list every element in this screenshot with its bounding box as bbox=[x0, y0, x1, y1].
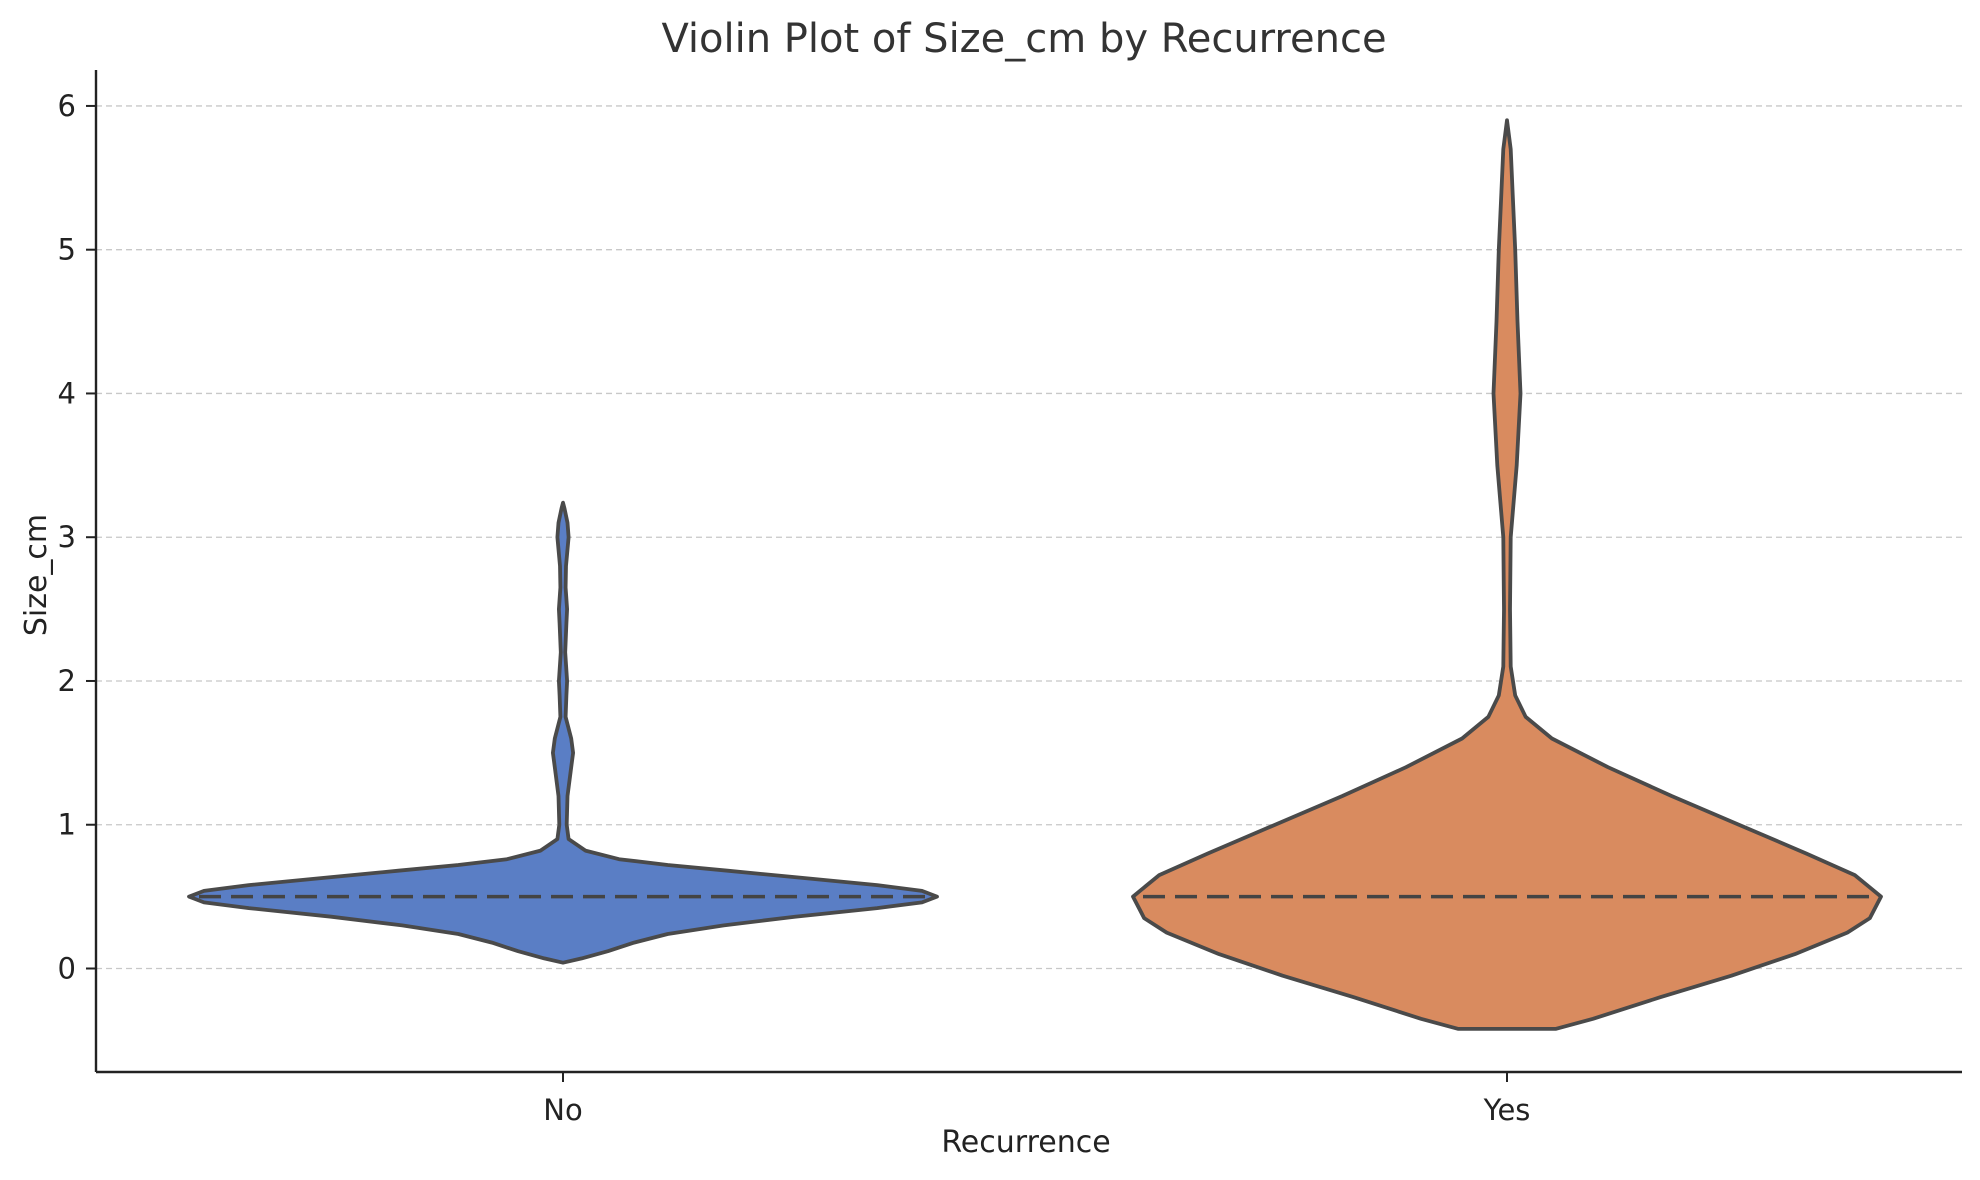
x-tick-label-yes: Yes bbox=[1483, 1093, 1531, 1127]
chart-title: Violin Plot of Size_cm by Recurrence bbox=[661, 16, 1386, 62]
y-tick-label: 6 bbox=[58, 89, 76, 123]
violins bbox=[187, 118, 1883, 1031]
x-tick-label-no: No bbox=[543, 1093, 582, 1127]
axes: 0 1 2 3 4 5 6 No Yes bbox=[58, 70, 1962, 1127]
y-tick-label: 3 bbox=[58, 520, 76, 554]
y-tick-label: 5 bbox=[58, 233, 76, 267]
violin-yes bbox=[1131, 118, 1883, 1031]
y-tick-label: 2 bbox=[58, 664, 76, 698]
y-tick-label: 0 bbox=[58, 951, 76, 985]
x-axis-label: Recurrence bbox=[941, 1125, 1110, 1160]
violin-no bbox=[187, 500, 939, 965]
y-axis-label: Size_cm bbox=[19, 514, 54, 636]
y-tick-label: 1 bbox=[58, 808, 76, 842]
gridlines bbox=[96, 105, 1962, 970]
y-tick-label: 4 bbox=[58, 376, 76, 410]
